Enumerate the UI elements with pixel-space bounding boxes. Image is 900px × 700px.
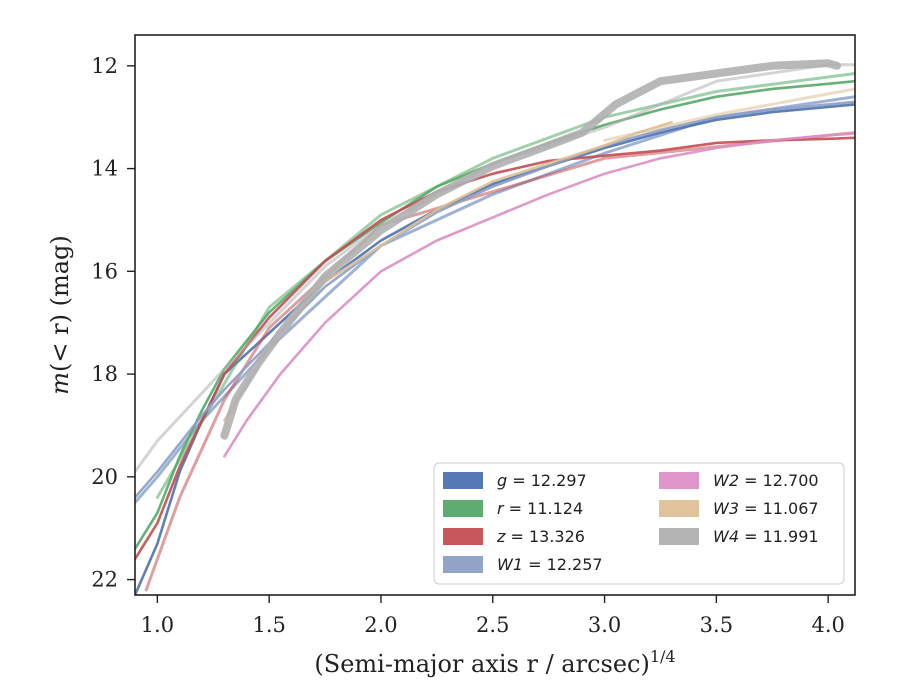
x-axis-title: (Semi-major axis r / arcsec)1/4 [314,647,675,678]
y-axis: 12 14 16 18 20 22 [91,54,135,592]
legend-symbol-g: g [497,471,507,490]
y-tick-label: 20 [91,465,118,489]
series-r-profile-secondary [155,72,855,499]
legend-label-w4: W4 = 11.991 [713,527,819,546]
y-tick-label: 18 [91,362,118,386]
x-tick-label: 3.0 [588,613,621,637]
legend-value-r: = 11.124 [504,499,584,518]
y-tick-label: 14 [91,157,118,181]
legend-value-w1: = 12.257 [523,555,603,574]
y-axis-title-symbol: m [46,372,74,395]
series-layer [135,59,855,595]
legend-symbol-w1: W1 [497,555,523,574]
series-w2-line [223,132,855,458]
y-tick-label: 12 [91,54,118,78]
legend-swatch-w3 [659,500,699,517]
legend-symbol-z: z [496,527,506,546]
legend-label-g: g = 12.297 [497,471,587,490]
legend-symbol-w4: W4 [713,527,739,546]
x-tick-label: 3.5 [700,613,733,637]
legend-symbol-w3: W3 [713,499,739,518]
y-axis-title-rest: (< r) (mag) [46,235,74,372]
legend-swatch-r [443,500,483,517]
x-tick-label: 4.0 [811,613,844,637]
x-tick-label: 1.0 [141,613,174,637]
legend-symbol-r: r [497,499,505,518]
series-w1-line [135,100,855,499]
legend-swatch-w1 [443,556,483,573]
legend-label-w2: W2 = 12.700 [713,471,819,490]
plot-frame [134,34,856,596]
x-axis-title-superscript: 1/4 [650,647,676,666]
legend-swatch-w4 [659,528,699,545]
y-axis-title: m(< r) (mag) [46,235,74,395]
legend-symbol-w2: W2 [713,471,739,490]
legend-frame [433,462,845,585]
x-tick-label: 2.5 [476,613,509,637]
legend-swatch-z [443,528,483,545]
legend-value-w4: = 11.991 [739,527,819,546]
y-tick-label: 16 [91,259,118,283]
legend-value-w3: = 11.067 [739,499,819,518]
legend-label-r: r = 11.124 [497,499,583,518]
legend-swatch-g [443,472,483,489]
series-w4-line [220,59,842,440]
y-tick-label: 22 [91,568,118,592]
x-axis-title-main: (Semi-major axis r / arcsec) [314,650,649,678]
legend-value-z: = 13.326 [505,527,585,546]
legend-label-w3: W3 = 11.067 [713,499,819,518]
legend-value-g: = 12.297 [507,471,587,490]
x-tick-label: 1.5 [252,613,285,637]
legend-swatch-w2 [659,472,699,489]
legend-value-w2: = 12.700 [739,471,819,490]
legend-label-z: z = 13.326 [496,527,585,546]
legend-label-w1: W1 = 12.257 [497,555,603,574]
x-tick-label: 2.0 [364,613,397,637]
x-axis: 1.0 1.5 2.0 2.5 3.0 3.5 4.0 [141,595,845,637]
series-z-profile-secondary [144,131,855,592]
